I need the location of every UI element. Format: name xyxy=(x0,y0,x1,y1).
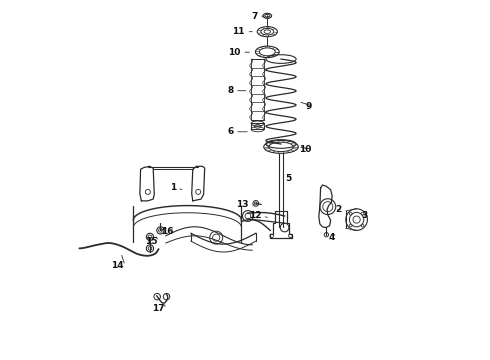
Text: 4: 4 xyxy=(329,233,335,242)
Text: 2: 2 xyxy=(335,205,342,214)
Text: 17: 17 xyxy=(152,305,165,313)
Text: 13: 13 xyxy=(236,200,248,209)
Text: 11: 11 xyxy=(232,27,245,36)
Text: 6: 6 xyxy=(227,127,233,136)
Text: 9: 9 xyxy=(305,102,312,111)
Text: 1: 1 xyxy=(170,184,176,192)
Text: 12: 12 xyxy=(249,211,261,220)
Text: 10: 10 xyxy=(299,145,312,154)
Text: 16: 16 xyxy=(161,227,174,236)
Text: 14: 14 xyxy=(111,261,123,270)
Text: 7: 7 xyxy=(251,12,258,21)
Text: 15: 15 xyxy=(146,237,158,246)
Text: 3: 3 xyxy=(361,211,368,220)
Text: 5: 5 xyxy=(286,174,292,183)
Text: 10: 10 xyxy=(228,48,241,57)
Text: 8: 8 xyxy=(227,86,233,95)
